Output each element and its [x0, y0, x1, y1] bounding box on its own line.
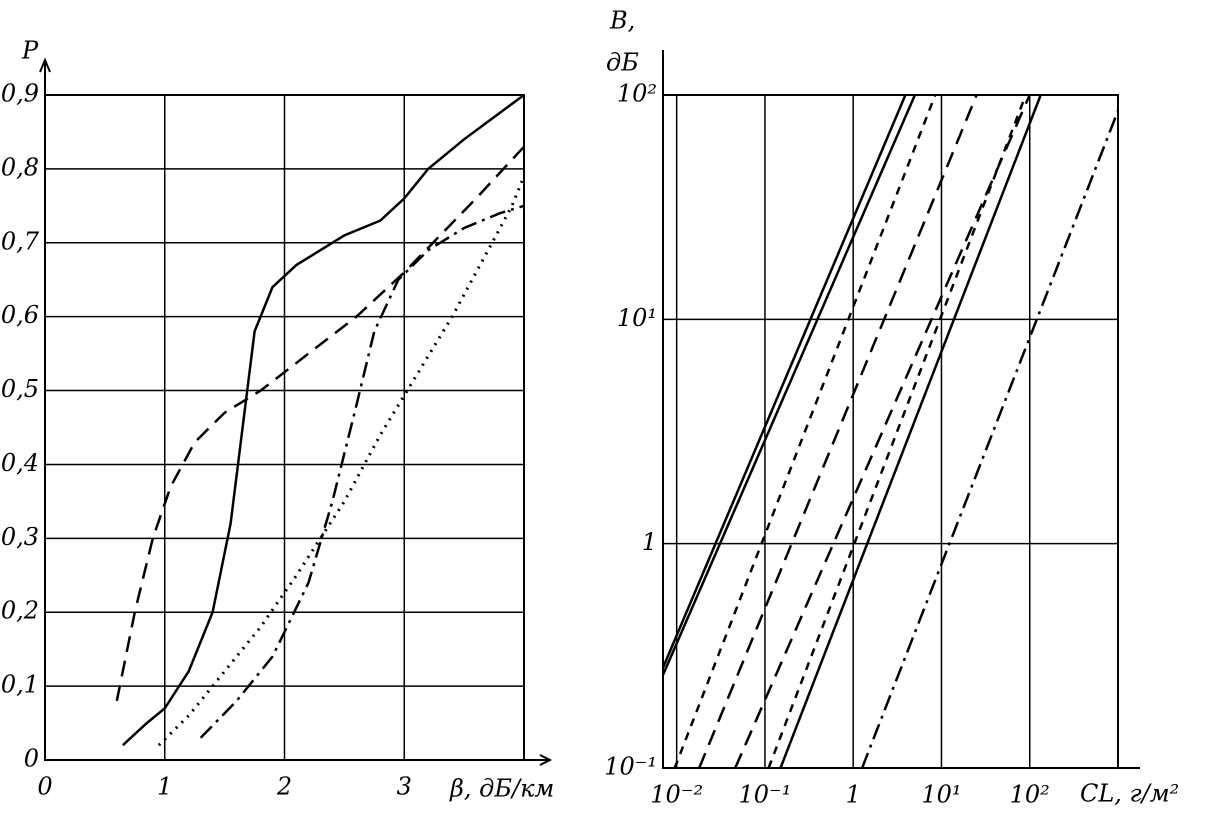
y-tick-label: 0,7 — [1, 227, 40, 255]
y-axis-label: В, — [609, 7, 635, 35]
x-tick-label: 10⁻² — [650, 781, 703, 809]
series-line — [673, 94, 937, 769]
y-tick-label: 0,6 — [1, 301, 39, 329]
y-tick-label: 10¹ — [617, 304, 657, 332]
series-line — [661, 94, 917, 676]
series-line — [121, 93, 525, 747]
x-tick-label: 2 — [276, 773, 292, 801]
x-tick-label: 10⁻¹ — [739, 781, 792, 809]
axis-arrows — [39, 57, 553, 766]
series-line — [661, 94, 907, 669]
y-tick-label: 0,1 — [1, 671, 39, 699]
series-line — [157, 175, 526, 747]
series-line — [767, 94, 1027, 769]
axis-arrows — [662, 50, 1140, 769]
y-tick-label: 0,2 — [1, 597, 39, 625]
y-tick-label: 1 — [642, 528, 657, 556]
y-axis-label: P — [21, 37, 39, 65]
x-tick-label: 0 — [37, 773, 52, 801]
plot-frame — [662, 94, 1119, 769]
x-axis-label: CL, г/м² — [1080, 780, 1179, 808]
series-line — [199, 204, 525, 739]
series-line — [115, 145, 525, 702]
x-axis-label: β, дБ/км — [449, 775, 554, 803]
y-tick-label: 0,5 — [1, 375, 39, 403]
y-tick-label: 0,8 — [1, 153, 39, 181]
x-tick-label: 10¹ — [921, 781, 961, 809]
series-line — [779, 94, 1042, 769]
y-tick-label: 10² — [617, 80, 657, 108]
y-axis-label: дБ — [606, 49, 639, 77]
y-tick-label: 0,4 — [1, 449, 39, 477]
x-tick-label: 1 — [846, 781, 861, 809]
y-tick-label: 10⁻¹ — [604, 753, 657, 781]
y-tick-label: 0 — [24, 745, 39, 773]
x-tick-label: 3 — [397, 773, 412, 801]
x-tick-label: 1 — [157, 773, 172, 801]
series-line — [698, 94, 978, 769]
series-line — [860, 110, 1120, 769]
series-line — [734, 94, 1031, 769]
y-tick-label: 0,3 — [1, 523, 39, 551]
y-tick-label: 0,9 — [1, 80, 39, 108]
x-tick-label: 10² — [1010, 781, 1050, 809]
